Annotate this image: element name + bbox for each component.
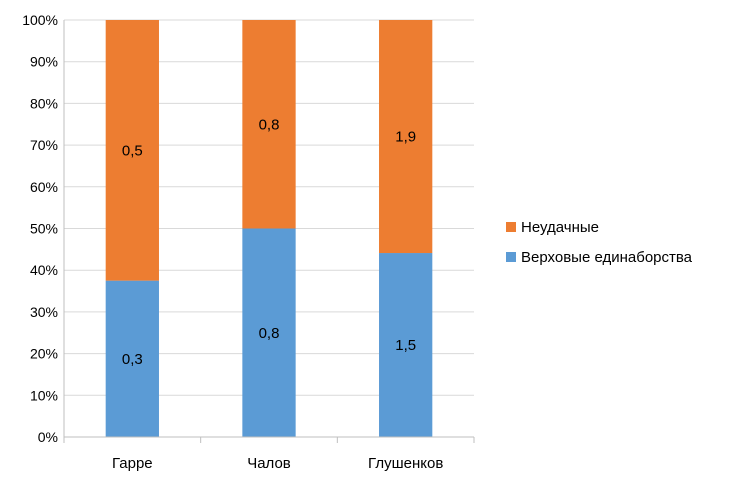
y-tick-label: 40% bbox=[30, 262, 58, 278]
bar-segment bbox=[242, 20, 296, 229]
y-tick-label: 10% bbox=[30, 387, 58, 403]
data-labels: 0,3 0,5 0,8 0,8 1,5 1,9 bbox=[122, 116, 416, 368]
y-tick-label: 70% bbox=[30, 137, 58, 153]
bar-segment bbox=[105, 280, 159, 437]
y-axis-tick-labels: 0% 10% 20% 30% 40% 50% 60% 70% 80% 90% 100% bbox=[22, 12, 58, 445]
y-tick-label: 0% bbox=[38, 429, 58, 445]
y-tick-label: 30% bbox=[30, 304, 58, 320]
y-tick-label: 20% bbox=[30, 346, 58, 362]
legend-label: Верховые единаборства bbox=[521, 249, 693, 266]
legend-label: Неудачные bbox=[521, 219, 599, 236]
bar-segment bbox=[379, 253, 433, 437]
y-tick-label: 100% bbox=[22, 12, 58, 28]
legend: Неудачные Верховые единаборства bbox=[506, 219, 693, 266]
bar-segment bbox=[105, 20, 159, 281]
data-label: 1,5 bbox=[395, 337, 416, 354]
y-tick-label: 60% bbox=[30, 179, 58, 195]
legend-swatch bbox=[506, 252, 516, 262]
bars bbox=[105, 20, 433, 437]
x-category-label: Чалов bbox=[247, 455, 291, 472]
y-tick-label: 90% bbox=[30, 54, 58, 70]
bar-segment bbox=[379, 20, 433, 254]
data-label: 1,9 bbox=[395, 129, 416, 146]
y-tick-label: 80% bbox=[30, 95, 58, 111]
x-axis bbox=[63, 20, 475, 443]
data-label: 0,8 bbox=[259, 116, 280, 133]
legend-swatch bbox=[506, 222, 516, 232]
x-category-label: Глушенков bbox=[368, 455, 443, 472]
x-category-label: Гарре bbox=[112, 455, 153, 472]
x-axis-category-labels: Гарре Чалов Глушенков bbox=[112, 455, 443, 472]
bar-segment bbox=[242, 228, 296, 437]
data-label: 0,5 bbox=[122, 142, 143, 159]
data-label: 0,8 bbox=[259, 325, 280, 342]
y-tick-label: 50% bbox=[30, 221, 58, 237]
data-label: 0,3 bbox=[122, 351, 143, 368]
